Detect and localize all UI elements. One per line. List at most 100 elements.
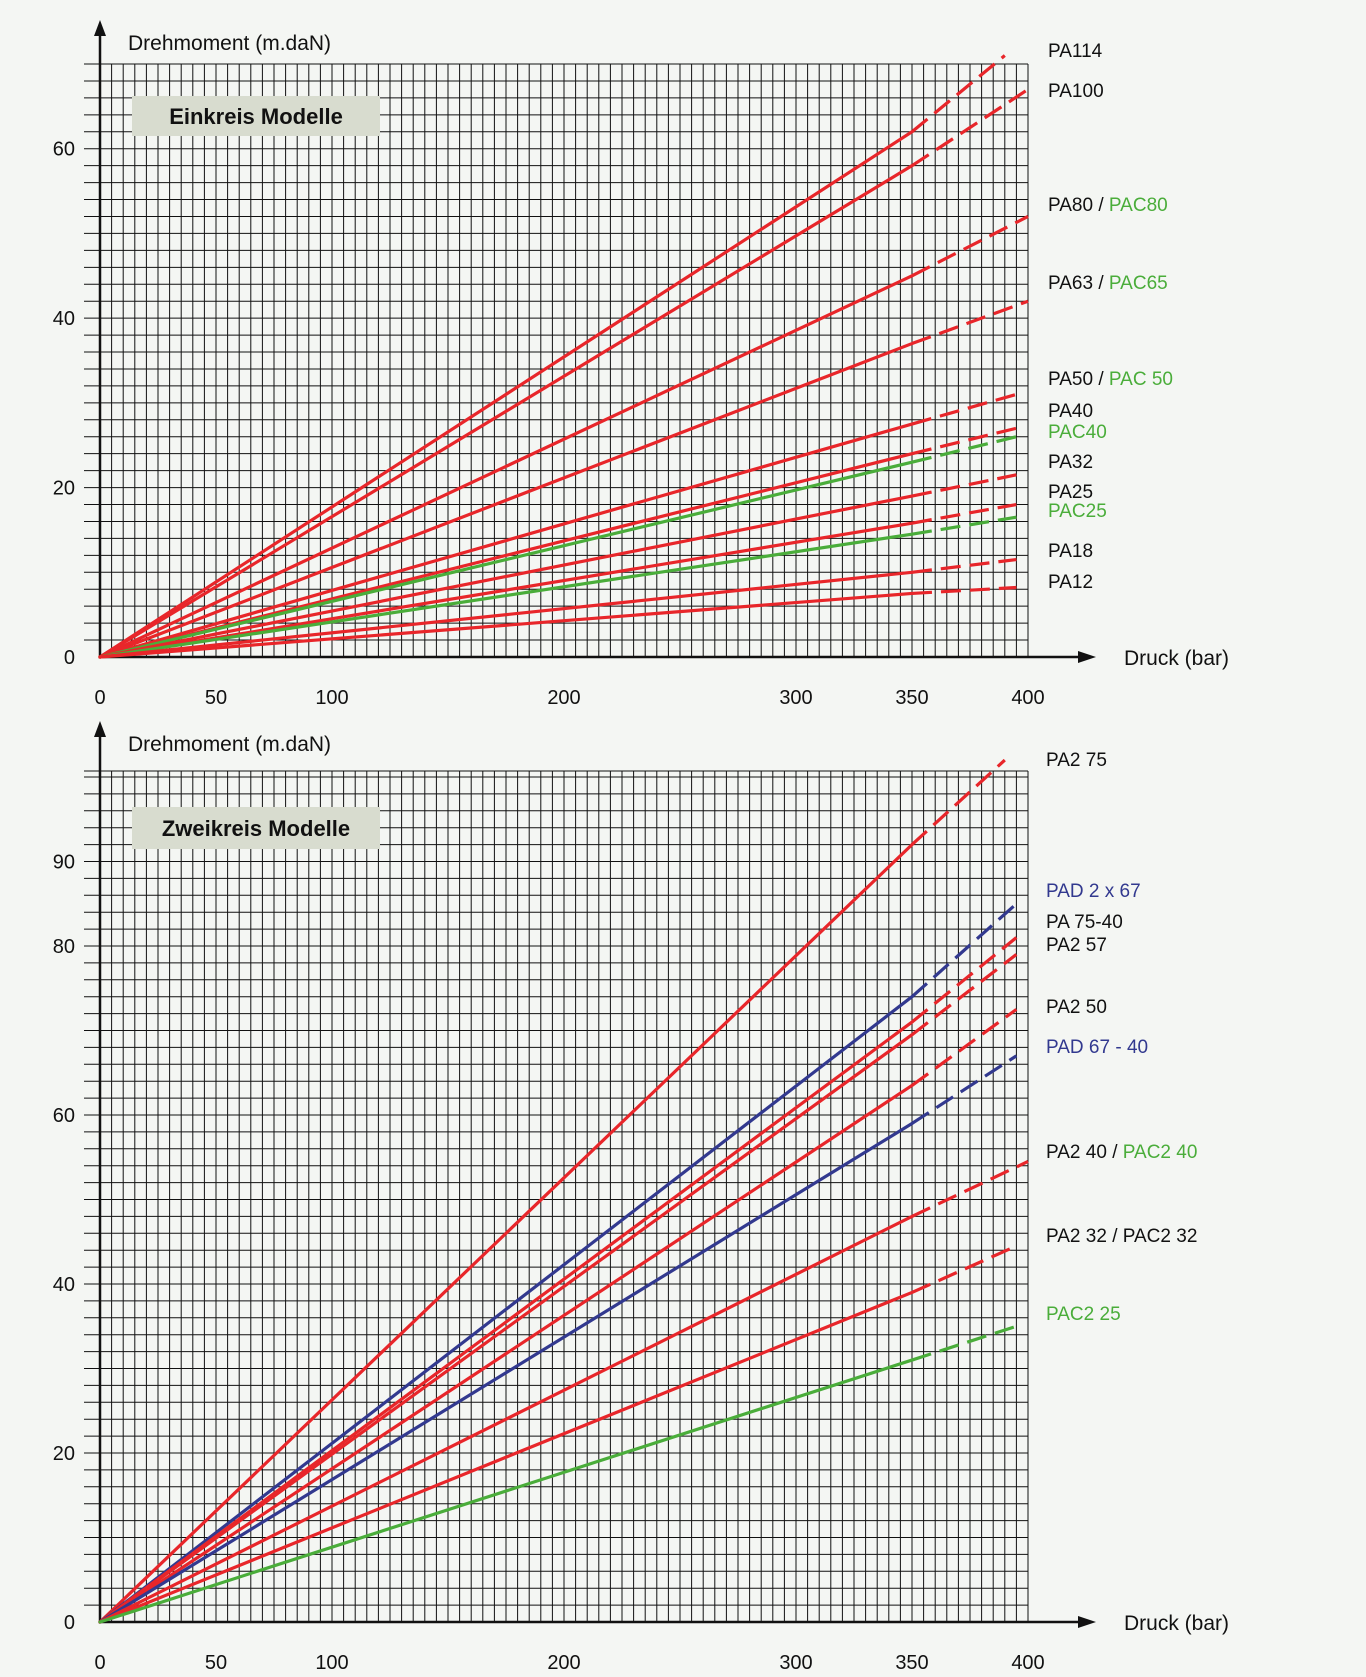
series-solid-segment (98, 1121, 914, 1624)
y-tick-label: 60 (53, 139, 75, 161)
x-tick-label: 0 (94, 1652, 105, 1674)
series-line (98, 1244, 1018, 1624)
panel-label: Einkreis Modelle (169, 104, 343, 129)
series-line (98, 902, 1018, 1624)
series-label: PAC25 (1048, 501, 1107, 522)
series-label-part: PA2 57 (1046, 935, 1107, 956)
x-tick-label: 400 (1011, 1652, 1044, 1674)
series-dashed-segment (911, 215, 1029, 278)
y-axis-arrow-icon (94, 721, 106, 737)
series-solid-segment (98, 1020, 914, 1624)
series-solid-segment (98, 422, 914, 659)
series-label: PA40 (1048, 401, 1093, 422)
series-label: PA50 / PAC 50 (1048, 369, 1173, 390)
series-solid-segment (98, 130, 914, 659)
x-tick-label: 350 (895, 687, 928, 709)
series-solid-segment (98, 341, 914, 659)
x-axis-title: Druck (bar) (1124, 647, 1229, 670)
series-dashed-segment (911, 392, 1017, 426)
series-line (98, 502, 1017, 659)
series-label-part: PA100 (1048, 81, 1104, 102)
series-label-part: / (1093, 369, 1109, 390)
series-dashed-segment (911, 1008, 1018, 1087)
chart-panel-1: Drehmoment (m.daN)Druck (bar)0 50 100 200 30… (53, 20, 1229, 709)
series-dashed-segment (911, 435, 1017, 464)
x-axis-arrow-icon (1078, 1616, 1096, 1628)
series-solid-segment (98, 460, 914, 659)
series-label-part: PA32 (1048, 452, 1093, 473)
series-solid-segment (98, 1290, 914, 1624)
series-dashed-segment (910, 902, 1018, 998)
x-tick-label: 300 (779, 1652, 812, 1674)
series-line (98, 515, 1017, 659)
y-axis-arrow-icon (94, 20, 106, 36)
series-label-part: PA40 (1048, 401, 1093, 422)
x-tick-label: 0 (94, 687, 105, 709)
series-dashed-segment (911, 426, 1017, 456)
series-line (98, 215, 1029, 659)
series-line (98, 299, 1029, 659)
series-dashed-segment (911, 1324, 1017, 1362)
series-label-part: PAD 2 x 67 (1046, 881, 1141, 902)
series-solid-segment (98, 1083, 914, 1624)
y-tick-label: 60 (53, 1105, 75, 1127)
series-label-part: PAC40 (1048, 422, 1107, 443)
series-dashed-segment (910, 758, 1006, 846)
series-label-part: PA12 (1048, 572, 1093, 593)
panel-label-box (132, 96, 380, 136)
series-solid-segment (98, 1358, 914, 1624)
series-label-part: PA18 (1048, 541, 1093, 562)
series-dashed-segment (911, 515, 1017, 536)
series-dashed-segment (911, 953, 1018, 1036)
series-label: PAD 2 x 67 (1046, 881, 1141, 902)
series-label: PA2 40 / PAC2 40 (1046, 1142, 1197, 1163)
panel-label-box (132, 807, 380, 849)
series-solid-segment (98, 591, 914, 659)
series-dashed-segment (911, 1054, 1018, 1125)
series-line (98, 953, 1018, 1624)
series-label: PA2 75 (1046, 750, 1107, 771)
series-solid-segment (98, 494, 914, 659)
x-tick-label: 100 (315, 1652, 348, 1674)
y-tick-label: 20 (53, 1443, 75, 1465)
series-label-part: PAC2 40 (1123, 1142, 1198, 1163)
series-line (98, 557, 1017, 659)
series-label-part: PA80 (1048, 195, 1093, 216)
series-label-part: PA2 75 (1046, 750, 1107, 771)
series-line (98, 936, 1018, 1624)
series-line (98, 435, 1017, 659)
series-line (98, 473, 1017, 659)
series-solid-segment (98, 274, 914, 659)
series-dashed-segment (910, 54, 1006, 134)
series-label: PA80 / PAC80 (1048, 195, 1168, 216)
y-tick-label: 0 (64, 1612, 75, 1634)
series-line (98, 758, 1006, 1624)
series-label-part: PAC80 (1109, 195, 1168, 216)
x-tick-label: 300 (779, 687, 812, 709)
series-solid-segment (98, 570, 914, 659)
series-dashed-segment (910, 936, 1018, 1024)
series-label-part: PAC65 (1109, 273, 1168, 294)
series-line (98, 392, 1017, 659)
series-solid-segment (98, 1033, 914, 1624)
series-label-part: PA114 (1048, 41, 1103, 62)
series-label: PAC2 25 (1046, 1304, 1121, 1325)
series-label-part: PA25 (1048, 482, 1093, 503)
series-dashed-segment (911, 1244, 1018, 1294)
series-label: PAC40 (1048, 422, 1107, 443)
x-tick-label: 400 (1011, 687, 1044, 709)
grid (84, 770, 1029, 1622)
x-tick-label: 100 (315, 687, 348, 709)
x-axis-arrow-icon (1078, 651, 1096, 663)
series-label-part: / (1093, 273, 1109, 294)
series-solid-segment (98, 521, 914, 659)
series-line (98, 1008, 1018, 1624)
series-label: PA32 (1048, 452, 1093, 473)
series-dashed-segment (911, 1160, 1029, 1218)
x-tick-label: 200 (547, 1652, 580, 1674)
x-tick-label: 50 (205, 687, 227, 709)
x-axis-title: Druck (bar) (1124, 1612, 1229, 1635)
y-tick-label: 80 (53, 936, 75, 958)
series-solid-segment (98, 1214, 914, 1624)
